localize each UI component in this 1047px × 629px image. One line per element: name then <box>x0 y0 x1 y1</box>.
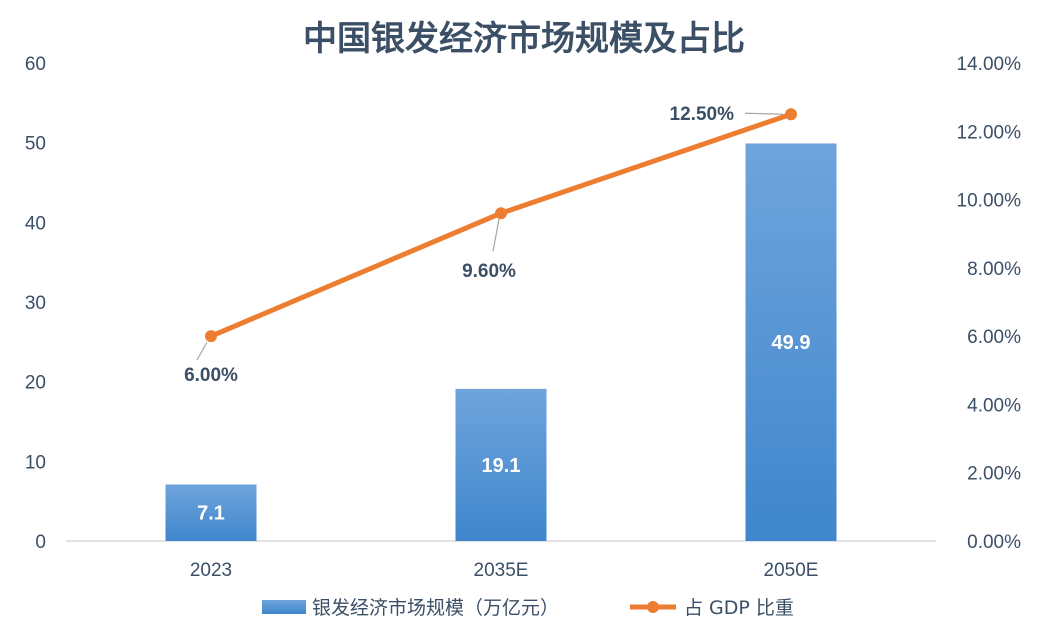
chart-title: 中国银发经济市场规模及占比 <box>303 19 745 59</box>
legend-label-bar: 银发经济市场规模（万亿元） <box>312 597 559 619</box>
left-tick-label: 50 <box>25 134 46 155</box>
left-tick-label: 20 <box>25 373 46 394</box>
x-tick-label: 2035E <box>474 560 529 581</box>
leader-line <box>744 112 784 115</box>
bar <box>745 143 837 542</box>
right-tick-label: 2.00% <box>967 464 1021 485</box>
legend-swatch-marker <box>647 601 659 613</box>
line-series: 6.00% 9.60% 12.50% <box>184 104 797 386</box>
right-tick-label: 0.00% <box>967 532 1021 553</box>
legend-label-line: 占 GDP 比重 <box>684 597 794 619</box>
legend-swatch-bar <box>262 600 306 614</box>
line-marker <box>205 330 217 343</box>
leader-line <box>196 341 208 361</box>
line-data-label: 6.00% <box>184 365 238 386</box>
right-axis: 0.00% 2.00% 4.00% 6.00% 8.00% 10.00% 12.00% 14.… <box>957 54 1022 553</box>
x-tick-label: 2050E <box>764 560 819 581</box>
x-axis: 2023 2035E 2050E <box>190 560 819 581</box>
left-tick-label: 30 <box>25 293 46 314</box>
bar-data-label: 7.1 <box>197 503 225 525</box>
left-tick-label: 60 <box>25 54 46 75</box>
right-tick-label: 8.00% <box>967 259 1021 280</box>
line-marker <box>785 108 797 121</box>
line-data-label: 9.60% <box>462 261 516 282</box>
right-tick-label: 10.00% <box>957 191 1022 212</box>
right-tick-label: 6.00% <box>967 327 1021 348</box>
leader-line <box>492 219 500 252</box>
legend: 银发经济市场规模（万亿元） 占 GDP 比重 <box>262 597 794 619</box>
right-tick-label: 4.00% <box>967 395 1021 416</box>
bar-data-label: 49.9 <box>772 332 811 354</box>
bar-series: 7.1 19.1 49.9 <box>165 143 837 542</box>
left-tick-label: 40 <box>25 213 46 234</box>
right-tick-label: 12.00% <box>957 122 1022 143</box>
bar <box>455 388 547 541</box>
x-tick-label: 2023 <box>190 560 232 581</box>
left-tick-label: 0 <box>35 532 46 553</box>
left-tick-label: 10 <box>25 452 46 473</box>
line-data-label: 12.50% <box>670 104 735 125</box>
right-tick-label: 14.00% <box>957 54 1022 75</box>
line-path <box>210 111 792 339</box>
line-marker <box>495 207 507 220</box>
bar-data-label: 19.1 <box>482 455 521 477</box>
left-axis: 0 10 20 30 40 50 60 <box>25 54 46 553</box>
bar <box>165 484 257 541</box>
